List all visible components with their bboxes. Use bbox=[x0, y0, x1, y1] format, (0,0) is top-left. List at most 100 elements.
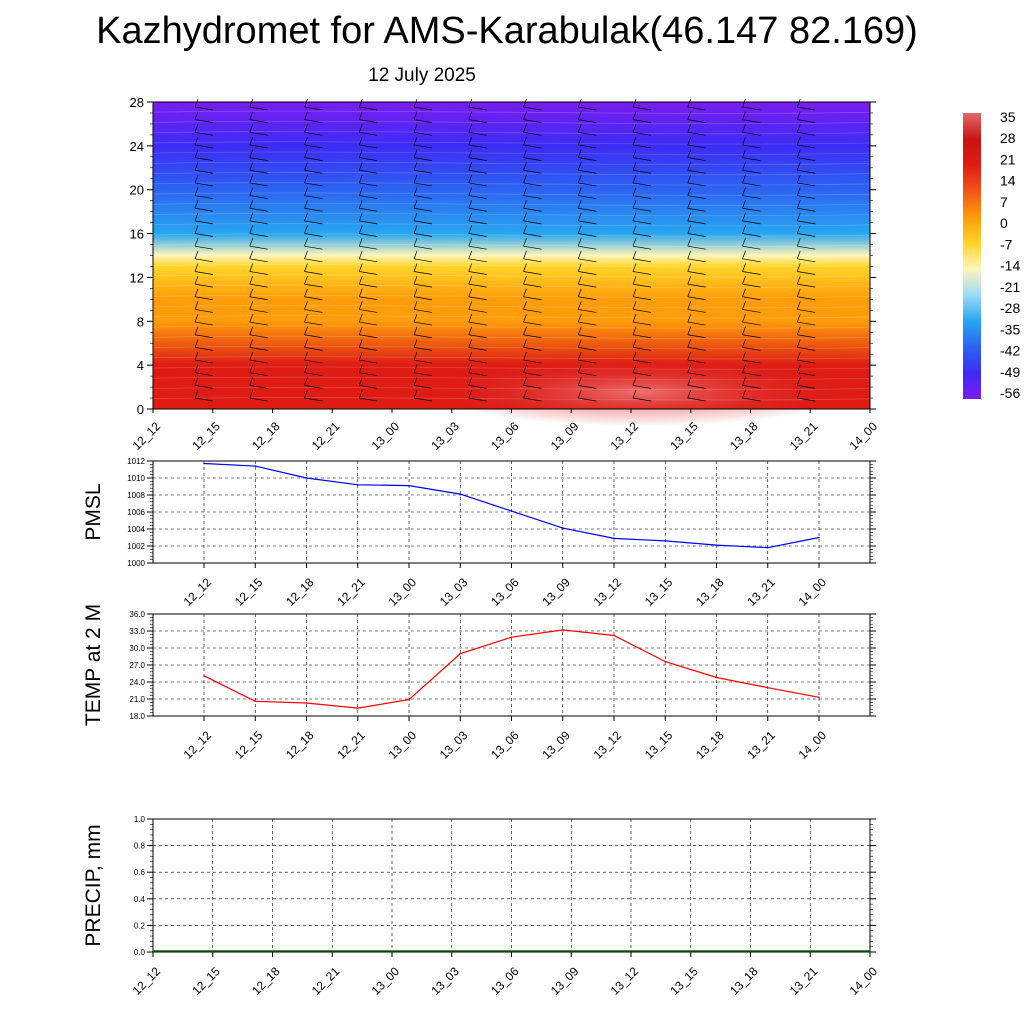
wind-barb-flag bbox=[413, 187, 418, 196]
wind-barb bbox=[468, 359, 487, 364]
wind-barb bbox=[797, 258, 816, 263]
wind-barb-flag bbox=[632, 200, 637, 209]
wind-barb-flag bbox=[194, 98, 199, 108]
contour-line bbox=[152, 305, 871, 309]
wind-barb-flag bbox=[687, 339, 692, 348]
wind-barb bbox=[632, 207, 652, 212]
wind-barb bbox=[359, 220, 378, 225]
wind-barb-flag bbox=[577, 200, 582, 209]
wind-barb-flag bbox=[742, 149, 746, 158]
pmsl-x-tick-label: 13_18 bbox=[693, 575, 727, 609]
wind-barb bbox=[249, 372, 268, 377]
wind-barb bbox=[359, 233, 378, 237]
wind-barb-flag bbox=[413, 313, 418, 323]
wind-barb-flag bbox=[796, 351, 801, 361]
wind-barb bbox=[523, 347, 542, 351]
wind-barb-flag bbox=[468, 288, 473, 297]
wind-barb-flag bbox=[304, 364, 308, 373]
wind-barb-flag bbox=[413, 250, 418, 259]
wind-barb-flag bbox=[249, 250, 254, 259]
wind-barb-flag bbox=[577, 389, 582, 399]
colorbar-label: -14 bbox=[1000, 258, 1020, 274]
wind-barb-flag bbox=[632, 162, 637, 171]
wind-barb-flag bbox=[742, 111, 746, 120]
temp2m-y-axis-label: TEMP at 2 M bbox=[82, 604, 105, 726]
wind-barb bbox=[304, 372, 323, 377]
wind-barb bbox=[468, 385, 487, 389]
wind-barb-flag bbox=[194, 136, 199, 146]
wind-barb bbox=[413, 397, 433, 402]
wind-barb-flag bbox=[687, 212, 692, 221]
wind-barb bbox=[304, 106, 323, 111]
contour-line bbox=[152, 274, 871, 278]
wind-barb bbox=[578, 271, 597, 275]
wind-barb bbox=[578, 296, 597, 301]
wind-barb-flag bbox=[742, 276, 746, 285]
wind-barb-flag bbox=[249, 263, 254, 272]
wind-barb-flag bbox=[249, 351, 254, 361]
wind-barb bbox=[304, 271, 323, 275]
wind-barb-flag bbox=[742, 326, 746, 335]
contour-line bbox=[152, 110, 871, 114]
wind-barb bbox=[632, 271, 652, 275]
wind-barb-flag bbox=[194, 212, 199, 221]
heatmap-y-tick-label: 16 bbox=[130, 227, 144, 242]
wind-barb bbox=[413, 106, 433, 111]
colorbar-label: -7 bbox=[1000, 236, 1013, 252]
wind-barb-flag bbox=[742, 187, 746, 196]
wind-barb bbox=[249, 220, 268, 225]
wind-barb bbox=[632, 144, 652, 149]
wind-barb-flag bbox=[358, 250, 363, 259]
wind-barb-flag bbox=[796, 364, 801, 373]
wind-barb bbox=[304, 182, 323, 187]
pmsl-data-point bbox=[613, 537, 615, 540]
wind-barb bbox=[797, 169, 816, 174]
wind-barb bbox=[632, 334, 652, 339]
wind-barb bbox=[523, 195, 542, 199]
wind-barb bbox=[468, 296, 487, 301]
contour-line bbox=[152, 315, 871, 319]
temp2m-x-tick-label: 13_03 bbox=[437, 728, 471, 762]
contour-line bbox=[152, 294, 871, 298]
temp2m-data-point bbox=[254, 700, 257, 703]
wind-barb-flag bbox=[194, 124, 199, 133]
wind-barb bbox=[797, 119, 816, 123]
wind-barb bbox=[304, 359, 323, 364]
wind-barb bbox=[632, 245, 652, 250]
wind-barb bbox=[468, 397, 487, 402]
wind-barb bbox=[578, 220, 597, 225]
wind-barb bbox=[359, 359, 378, 364]
wind-barb bbox=[413, 144, 433, 149]
wind-barb bbox=[687, 131, 706, 136]
wind-barb-flag bbox=[577, 238, 582, 247]
pmsl-x-tick-label: 12_18 bbox=[283, 575, 317, 609]
wind-barb-flag bbox=[523, 136, 527, 146]
wind-barb bbox=[578, 207, 597, 212]
wind-barb bbox=[194, 283, 214, 288]
contour-line bbox=[152, 151, 871, 155]
wind-barb bbox=[797, 220, 816, 225]
wind-barb bbox=[742, 271, 761, 275]
wind-barb-flag bbox=[468, 238, 473, 247]
wind-barb bbox=[523, 258, 542, 263]
wind-barb bbox=[359, 245, 378, 250]
wind-barb-flag bbox=[577, 276, 582, 285]
wind-barb bbox=[304, 258, 323, 263]
precip-x-tick-label: 13_00 bbox=[369, 964, 403, 998]
wind-barb bbox=[359, 296, 378, 301]
temp2m-x-tick-label: 13_18 bbox=[693, 728, 727, 762]
wind-barb bbox=[742, 245, 761, 250]
wind-barb-flag bbox=[468, 124, 473, 133]
wind-barb bbox=[742, 207, 761, 212]
pmsl-y-tick-label: 1010 bbox=[127, 474, 145, 483]
wind-barb bbox=[797, 385, 816, 389]
pmsl-y-tick-label: 1002 bbox=[127, 542, 145, 551]
wind-barb bbox=[797, 283, 816, 288]
wind-barb-flag bbox=[632, 326, 637, 335]
temp2m-x-tick-label: 13_12 bbox=[591, 728, 625, 762]
colorbar-label: 14 bbox=[1000, 173, 1016, 189]
wind-barb-flag bbox=[796, 98, 801, 108]
wind-barb bbox=[194, 359, 214, 364]
wind-barb-flag bbox=[687, 301, 692, 310]
wind-barb-flag bbox=[468, 149, 473, 158]
